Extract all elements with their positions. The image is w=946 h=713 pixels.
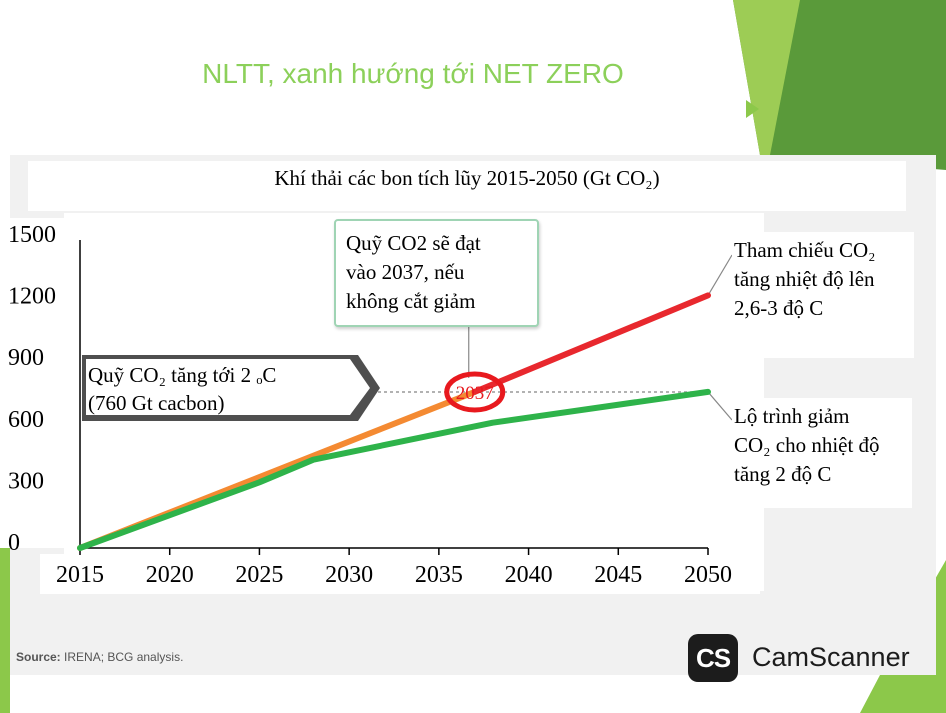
source-label: Source: xyxy=(16,650,61,664)
camscanner-logo: CS xyxy=(688,634,738,682)
source-note: Source: IRENA; BCG analysis. xyxy=(16,650,183,664)
x-tick-label: 2015 xyxy=(56,562,104,588)
y-tick-label: 1200 xyxy=(8,284,56,310)
budget-callout-line1: Quỹ CO2 sẽ đạt xyxy=(346,231,481,255)
chart-title-box xyxy=(28,161,906,211)
decor-green-band-light xyxy=(733,0,800,155)
y-tick-label: 0 xyxy=(8,530,20,556)
reference-callout-leader xyxy=(707,254,733,296)
pathway-callout-line1: Lộ trình giảm xyxy=(734,404,850,428)
x-tick-label: 2045 xyxy=(594,562,642,588)
reference-callout-line2: tăng nhiệt độ lên xyxy=(734,267,875,291)
year-2037-marker-label: 2037 xyxy=(456,383,494,404)
x-tick-label: 2050 xyxy=(684,562,732,588)
pathway-callout-leader xyxy=(707,391,733,421)
reference-callout-line1: Tham chiếu CO₂ xyxy=(734,238,876,262)
y-tick-label: 600 xyxy=(8,407,44,433)
y-axis-strip xyxy=(0,218,64,548)
pathway-callout: Lộ trình giảm CO₂ cho nhiệt độ tăng 2 độ… xyxy=(732,398,912,508)
pathway-callout-line3: tăng 2 độ C xyxy=(734,462,832,486)
reference-callout-line3: 2,6-3 độ C xyxy=(734,296,824,320)
x-tick-label: 2020 xyxy=(146,562,194,588)
pathway-series-line xyxy=(77,388,711,551)
threshold-label-line2: (760 Gt cacbon) xyxy=(88,391,225,415)
y-tick-label: 300 xyxy=(8,468,44,494)
x-tick-label: 2030 xyxy=(325,562,373,588)
pathway-callout-line2: CO₂ cho nhiệt độ xyxy=(734,433,880,457)
source-text: IRENA; BCG analysis. xyxy=(64,650,184,664)
chart-title: Khí thải các bon tích lũy 2015-2050 (Gt … xyxy=(274,166,660,190)
x-tick-label: 2040 xyxy=(505,562,553,588)
threshold-label: Quỹ CO₂ tăng tới 2 ₒC (760 Gt cacbon) xyxy=(82,355,382,421)
x-axis-strip xyxy=(40,554,760,594)
slide-title: NLTT, xanh hướng tới NET ZERO xyxy=(202,58,624,89)
y-tick-label: 900 xyxy=(8,345,44,371)
reference-callout: Tham chiếu CO₂ tăng nhiệt độ lên 2,6-3 đ… xyxy=(732,232,914,358)
decor-arrow-bullet xyxy=(746,100,759,118)
x-tick-label: 2025 xyxy=(235,562,283,588)
camscanner-name: CamScanner xyxy=(752,642,910,672)
reference-series-line xyxy=(471,292,711,395)
year-2037-marker-circle xyxy=(444,371,506,413)
y-tick-label: 1500 xyxy=(8,222,56,248)
threshold-label-line1: Quỹ CO₂ tăng tới 2 ₒC xyxy=(88,363,277,387)
threshold-arrow-shape xyxy=(82,355,380,421)
x-tick-label: 2035 xyxy=(415,562,463,588)
budget-callout-line3: không cắt giảm xyxy=(346,289,476,313)
budget-callout: Quỹ CO2 sẽ đạt vào 2037, nếu không cắt g… xyxy=(334,219,539,327)
budget-callout-line2: vào 2037, nếu xyxy=(346,260,465,284)
